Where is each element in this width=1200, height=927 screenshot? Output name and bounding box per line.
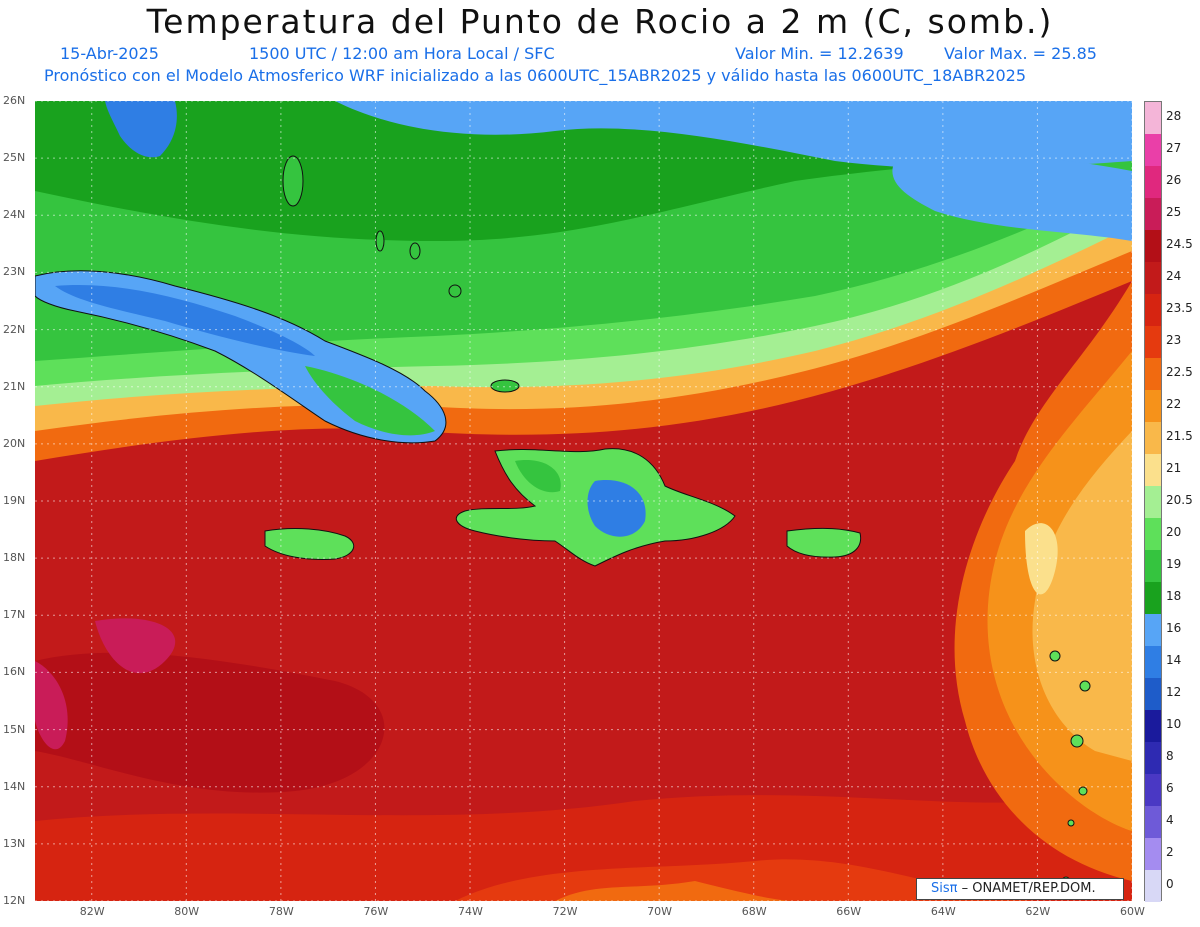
- legend-label: 2: [1166, 845, 1174, 859]
- legend-swatch: [1145, 774, 1161, 806]
- sispi-logo: Sisπ: [931, 881, 958, 896]
- lat-tick-label: 23N: [3, 265, 26, 279]
- legend-label: 26: [1166, 173, 1182, 187]
- legend-label: 23.5: [1166, 301, 1193, 315]
- lon-tick-label: 82W: [79, 905, 105, 918]
- legend-swatch: [1145, 294, 1161, 326]
- max-value: Valor Max. = 25.85: [944, 44, 1097, 63]
- lat-tick-label: 26N: [3, 94, 26, 107]
- legend-label: 20: [1166, 525, 1182, 539]
- legend-label: 22.5: [1166, 365, 1193, 379]
- legend-label: 10: [1166, 717, 1182, 731]
- lat-tick-label: 17N: [3, 608, 26, 622]
- legend-label: 21: [1166, 461, 1182, 475]
- legend-swatch: [1145, 838, 1161, 870]
- legend-label: 24.5: [1166, 237, 1193, 251]
- lon-tick-label: 66W: [836, 905, 862, 918]
- lat-tick-label: 12N: [3, 894, 26, 907]
- lon-tick-label: 80W: [174, 905, 200, 918]
- legend-label: 0: [1166, 877, 1174, 891]
- legend-label: 4: [1166, 813, 1174, 827]
- puerto-rico-outline: [786, 527, 862, 558]
- legend-swatch: [1145, 390, 1161, 422]
- lat-tick-label: 22N: [3, 322, 26, 336]
- legend-swatch: [1145, 742, 1161, 774]
- legend-swatch: [1145, 582, 1161, 614]
- lat-tick-label: 21N: [3, 379, 26, 393]
- lat-tick-label: 18N: [3, 551, 26, 565]
- lat-tick-label: 19N: [3, 494, 26, 507]
- legend-label: 6: [1166, 781, 1174, 795]
- legend-label: 21.5: [1166, 429, 1193, 443]
- credit-box: Sisπ – ONAMET/REP.DOM.: [916, 878, 1124, 900]
- lon-tick-label: 70W: [647, 905, 673, 918]
- legend-swatch: [1145, 870, 1161, 902]
- legend-swatch: [1145, 646, 1161, 678]
- legend-label: 19: [1166, 557, 1182, 571]
- dewpoint-map: [35, 101, 1132, 901]
- legend-swatch: [1145, 518, 1161, 550]
- legend-label: 24: [1166, 269, 1182, 283]
- legend-label: 23: [1166, 333, 1182, 347]
- legend-swatch: [1145, 134, 1161, 166]
- legend-label: 27: [1166, 141, 1182, 155]
- color-scale-bar: [1144, 101, 1162, 902]
- lon-tick-label: 64W: [930, 905, 956, 918]
- lat-tick-label: 15N: [3, 722, 26, 736]
- lat-tick-label: 25N: [3, 151, 26, 165]
- legend-swatch: [1145, 806, 1161, 838]
- legend-swatch: [1145, 358, 1161, 390]
- lat-tick-label: 24N: [3, 208, 26, 222]
- legend-swatch: [1145, 422, 1161, 454]
- lat-tick-label: 20N: [3, 436, 26, 450]
- legend-swatch: [1145, 550, 1161, 582]
- legend-swatch: [1145, 262, 1161, 294]
- legend-swatch: [1145, 166, 1161, 198]
- lon-tick-label: 74W: [458, 905, 483, 918]
- lat-tick-label: 16N: [3, 665, 26, 679]
- map-title: Temperatura del Punto de Rocio a 2 m (C,…: [146, 2, 1054, 41]
- legend-label: 14: [1166, 653, 1182, 667]
- legend-label: 20.5: [1166, 493, 1193, 507]
- legend-label: 18: [1166, 589, 1182, 603]
- legend-swatch: [1145, 614, 1161, 646]
- model-info: Pronóstico con el Modelo Atmosferico WRF…: [44, 66, 1027, 85]
- lon-tick-label: 72W: [552, 905, 578, 918]
- lon-tick-label: 68W: [741, 905, 767, 918]
- legend-swatch: [1145, 678, 1161, 710]
- legend-swatch: [1145, 198, 1161, 230]
- forecast-date: 15-Abr-2025: [60, 44, 159, 63]
- legend-swatch: [1145, 326, 1161, 358]
- legend-swatch: [1145, 486, 1161, 518]
- legend-swatch: [1145, 710, 1161, 742]
- lat-tick-label: 13N: [3, 836, 26, 850]
- lon-tick-label: 62W: [1025, 905, 1051, 918]
- legend-swatch: [1145, 454, 1161, 486]
- legend-swatch: [1145, 102, 1161, 134]
- legend-label: 16: [1166, 621, 1182, 635]
- legend-label: 12: [1166, 685, 1182, 699]
- lat-tick-label: 14N: [3, 779, 26, 793]
- legend-label: 8: [1166, 749, 1174, 763]
- legend-label: 22: [1166, 397, 1182, 411]
- legend-label: 28: [1166, 109, 1182, 123]
- min-value: Valor Min. = 12.2639: [735, 44, 904, 63]
- lon-tick-label: 60W: [1120, 905, 1145, 918]
- lon-tick-label: 78W: [268, 905, 294, 918]
- legend-label: 25: [1166, 205, 1182, 219]
- jamaica-outline: [264, 528, 355, 560]
- forecast-time: 1500 UTC / 12:00 am Hora Local / SFC: [249, 44, 555, 63]
- lon-tick-label: 76W: [363, 905, 389, 918]
- credit-text: – ONAMET/REP.DOM.: [961, 881, 1096, 896]
- legend-swatch: [1145, 230, 1161, 262]
